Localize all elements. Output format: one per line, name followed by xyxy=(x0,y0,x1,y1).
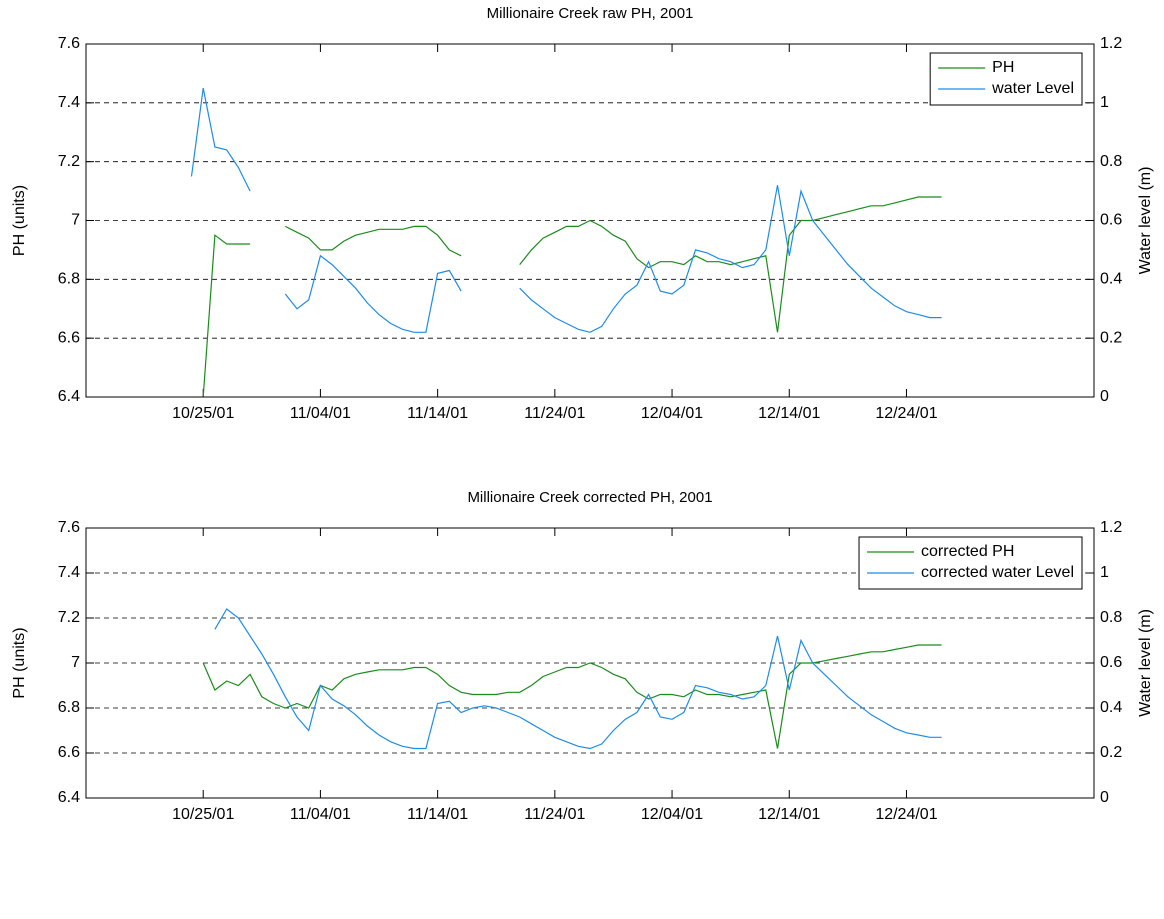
x-tick-label: 11/24/01 xyxy=(524,405,585,422)
y-tick-label: 6.6 xyxy=(58,329,80,346)
x-tick-label: 12/24/01 xyxy=(875,405,937,422)
data-line xyxy=(190,87,942,333)
y-axis-label: PH (units) xyxy=(11,185,28,256)
y-tick-label: 6.8 xyxy=(58,271,80,288)
plot-frame xyxy=(85,43,1095,398)
data-line xyxy=(214,608,942,750)
x-tick-label: 11/14/01 xyxy=(407,405,468,422)
legend-label: corrected PH xyxy=(921,543,1014,560)
y2-tick-label: 1.2 xyxy=(1100,35,1122,52)
legend-label: PH xyxy=(992,59,1014,76)
chart-title: Millionaire Creek raw PH, 2001 xyxy=(487,5,694,22)
data-line xyxy=(202,196,942,398)
y-axis-label: PH (units) xyxy=(11,627,28,698)
y-tick-label: 6.4 xyxy=(58,789,80,806)
legend: PH water Level xyxy=(929,52,1083,106)
data-line xyxy=(202,644,942,749)
chart-title: Millionaire Creek corrected PH, 2001 xyxy=(467,489,712,506)
x-tick-label: 12/04/01 xyxy=(641,405,703,422)
y-tick-label: 7.4 xyxy=(58,94,80,111)
y2-tick-label: 0.6 xyxy=(1100,212,1122,229)
y2-tick-label: 1 xyxy=(1100,94,1109,111)
y-tick-label: 7.4 xyxy=(58,564,80,581)
y2-tick-label: 0.8 xyxy=(1100,609,1122,626)
x-tick-label: 12/14/01 xyxy=(758,405,820,422)
legend: corrected PH corrected water Level xyxy=(858,536,1083,590)
y2-tick-label: 0.4 xyxy=(1100,699,1122,716)
y-tick-label: 7.6 xyxy=(58,35,80,52)
legend-box xyxy=(929,52,1083,106)
x-tick-label: 12/04/01 xyxy=(641,806,703,823)
y2-axis-label: Water level (m) xyxy=(1137,167,1154,275)
y-tick-label: 7 xyxy=(71,212,80,229)
y2-tick-label: 0.2 xyxy=(1100,744,1122,761)
y2-tick-label: 0.8 xyxy=(1100,153,1122,170)
x-tick-label: 10/25/01 xyxy=(172,405,234,422)
y2-tick-label: 0.6 xyxy=(1100,654,1122,671)
y2-tick-label: 1.2 xyxy=(1100,519,1122,536)
x-tick-label: 10/25/01 xyxy=(172,806,234,823)
y-tick-label: 7.6 xyxy=(58,519,80,536)
y-tick-label: 6.6 xyxy=(58,744,80,761)
y-tick-label: 6.4 xyxy=(58,388,80,405)
x-tick-label: 11/14/01 xyxy=(407,806,468,823)
y2-tick-label: 0 xyxy=(1100,789,1109,806)
y2-tick-label: 0 xyxy=(1100,388,1109,405)
y2-axis-label: Water level (m) xyxy=(1137,609,1154,717)
plot-frame xyxy=(85,527,1095,799)
x-tick-label: 11/24/01 xyxy=(524,806,585,823)
y-tick-label: 7.2 xyxy=(58,153,80,170)
x-tick-label: 12/24/01 xyxy=(875,806,937,823)
x-tick-label: 11/04/01 xyxy=(290,806,351,823)
x-tick-label: 11/04/01 xyxy=(290,405,351,422)
x-tick-label: 12/14/01 xyxy=(758,806,820,823)
legend-label: corrected water Level xyxy=(921,564,1074,581)
y2-tick-label: 0.4 xyxy=(1100,271,1122,288)
y-tick-label: 7.2 xyxy=(58,609,80,626)
y2-tick-label: 0.2 xyxy=(1100,329,1122,346)
y-tick-label: 7 xyxy=(71,654,80,671)
y2-tick-label: 1 xyxy=(1100,564,1109,581)
y-tick-label: 6.8 xyxy=(58,699,80,716)
legend-box xyxy=(858,536,1083,590)
legend-label: water Level xyxy=(991,80,1074,97)
